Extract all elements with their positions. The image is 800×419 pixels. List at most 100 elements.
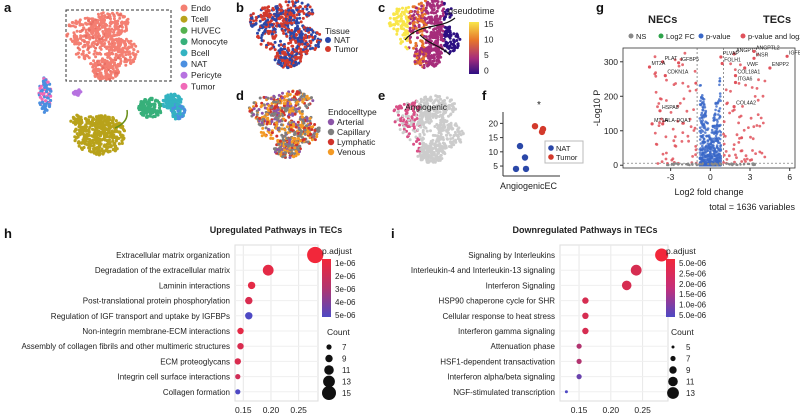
umap-e-point (406, 135, 410, 139)
endo-cluster-point (124, 63, 128, 67)
count-legend-dot (322, 386, 336, 400)
huvec-cluster-point (43, 85, 47, 89)
monocyte-cluster-point (157, 106, 162, 110)
endo-cluster-point (92, 29, 96, 33)
pathway-dot (234, 358, 241, 365)
umap-d-point (280, 106, 284, 110)
umap-c-point (419, 39, 423, 43)
legend-a-swatch (180, 26, 188, 34)
umap-b-point (303, 42, 307, 46)
umap-d-point (301, 100, 305, 104)
volcano-point-sig (674, 144, 678, 148)
umap-b-point (256, 31, 259, 35)
umap-c-point (441, 9, 445, 13)
endo-cluster-point (94, 62, 98, 66)
umap-b-point (262, 14, 266, 18)
umap-b-point (286, 63, 290, 67)
umap-e-point (445, 137, 449, 141)
huvec-cluster-point (43, 108, 47, 112)
umap-e-point (402, 127, 406, 131)
umap-b-point (289, 6, 293, 10)
umap-e-point (441, 99, 445, 103)
huvec-cluster-point (44, 78, 48, 82)
volcano-point-pvalue (717, 148, 720, 151)
umap-e-point (434, 140, 438, 143)
f-significance: * (537, 100, 541, 111)
umap-e-point (453, 130, 457, 134)
umap-b-point (273, 58, 277, 62)
volcano-point-sig (686, 85, 690, 88)
volcano-point-pvalue (718, 107, 722, 110)
umap-c-point (422, 7, 426, 11)
volcano-point-sig (672, 139, 676, 143)
umap-d-point (272, 94, 276, 98)
umap-b-point (290, 59, 294, 63)
monocyte-cluster-point (145, 115, 149, 119)
huvec-cluster-point (45, 89, 49, 94)
legend-a-swatch (180, 60, 188, 68)
umap-e-point (442, 138, 445, 142)
umap-d-point (294, 109, 298, 113)
pathway-dot (621, 280, 632, 291)
volcano-point-pvalue (716, 159, 720, 162)
volcano-points (653, 51, 767, 167)
umap-d-point (272, 98, 276, 102)
umap-c-point (401, 40, 404, 44)
count-legend-dot (671, 345, 675, 349)
umap-b-point (268, 15, 272, 19)
umap-b-point (299, 50, 303, 54)
umap-d-point (305, 95, 308, 99)
endo-cluster-point (118, 13, 122, 17)
volcano-point-sig (759, 116, 763, 120)
endo-cluster-point (100, 12, 103, 16)
volcano-point-sig (722, 142, 726, 146)
tcell-cluster-point (87, 127, 91, 131)
volcano-point-sig (665, 151, 668, 155)
umap-e-point (459, 133, 463, 137)
nat-cluster-point (180, 114, 184, 119)
umap-e-point (453, 133, 456, 137)
umap-c-point (435, 2, 439, 6)
gene-label: COL4A2 (736, 101, 756, 107)
legend-d-title: Endocelltype (328, 107, 377, 117)
endo-cluster-point (124, 42, 128, 46)
volcano-point-pvalue (719, 157, 722, 160)
endo-cluster-point (132, 53, 136, 57)
umap-d-point (300, 109, 304, 113)
panel-label-h: h (4, 226, 12, 241)
umap-d-point (259, 123, 262, 127)
volcano-point-pvalue (709, 147, 713, 150)
umap-e-point (402, 125, 406, 129)
padjust-colorbar (666, 259, 675, 317)
g-label-tecs: TECs (763, 14, 791, 26)
umap-c-point (415, 6, 418, 10)
umap-b-point (299, 30, 303, 34)
umap-b-point (279, 12, 283, 16)
umap-b-point (294, 60, 298, 64)
huvec-cluster-point (39, 84, 43, 88)
umap-b-point (291, 44, 295, 48)
endo-cluster (65, 11, 140, 81)
umap-c-point (442, 1, 446, 5)
pathway-label: Collagen formation (163, 388, 230, 397)
umap-c-point (417, 61, 421, 65)
volcano-point-pvalue (706, 139, 709, 142)
volcano-point-sig (654, 90, 658, 94)
f-legend-box (544, 140, 584, 164)
umap-b-point (295, 52, 299, 56)
tcell-cluster-point (104, 144, 108, 148)
tcell-cluster-point (82, 134, 87, 138)
endo-cluster-point (112, 14, 116, 18)
umap-d-point (296, 134, 300, 138)
endo-cluster-point (136, 50, 140, 54)
endo-cluster-point (115, 11, 119, 15)
umap-b-point (292, 11, 296, 15)
umap-d-point (282, 138, 286, 142)
volcano-point-sig (673, 58, 677, 62)
umap-d-point (305, 124, 308, 128)
g-legend-entry: p-value (706, 32, 731, 41)
volcano-point-pvalue (712, 149, 716, 153)
endo-cluster-point (113, 63, 117, 67)
volcano-point-pvalue (700, 111, 704, 115)
endo-cluster-point (104, 68, 108, 72)
